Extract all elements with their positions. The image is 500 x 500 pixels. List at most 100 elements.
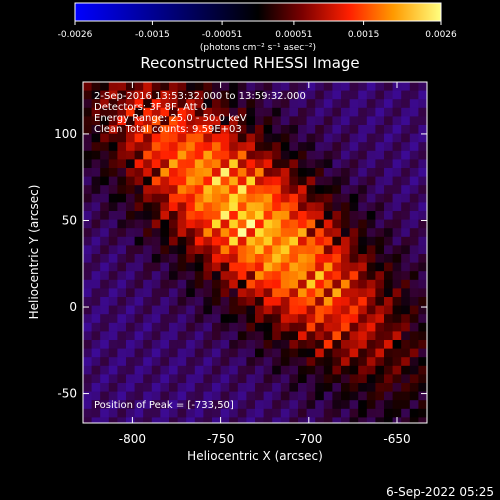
heatmap-cell <box>289 305 299 315</box>
heatmap-cell <box>220 365 230 375</box>
heatmap-cell <box>117 133 127 143</box>
heatmap-cell <box>117 176 127 186</box>
heatmap-cell <box>418 211 427 220</box>
heatmap-cell <box>117 254 127 263</box>
heatmap-cell <box>169 99 178 109</box>
heatmap-cell <box>117 228 127 238</box>
heatmap-cell <box>246 357 256 367</box>
heatmap-cell <box>255 383 264 392</box>
heatmap-cell <box>151 107 161 117</box>
heatmap-cell <box>134 150 144 160</box>
heatmap-cell <box>203 193 213 203</box>
heatmap-cell <box>349 262 359 272</box>
heatmap-cell <box>375 133 385 143</box>
heatmap-cell <box>134 417 144 423</box>
heatmap-cell <box>100 391 110 401</box>
heatmap-cell <box>177 142 187 152</box>
heatmap-cell <box>151 142 161 152</box>
heatmap-cell <box>392 236 402 246</box>
heatmap-cell <box>332 142 342 152</box>
heatmap-cell <box>358 202 368 212</box>
heatmap-cell <box>237 279 247 289</box>
heatmap-cell <box>108 365 118 375</box>
heatmap-cell <box>409 99 419 109</box>
heatmap-cell <box>160 400 170 410</box>
heatmap-cell <box>341 142 350 152</box>
heatmap-cell <box>315 168 325 177</box>
heatmap-cell <box>229 279 239 289</box>
heatmap-cell <box>203 99 213 109</box>
heatmap-cell <box>108 245 118 255</box>
heatmap-cell <box>212 400 221 410</box>
heatmap-cell <box>117 150 127 160</box>
heatmap-cell <box>332 211 342 220</box>
heatmap-cell <box>212 176 221 186</box>
heatmap-cell <box>108 228 118 238</box>
heatmap-cell <box>401 211 411 220</box>
heatmap-cell <box>220 90 230 100</box>
heatmap-cell <box>401 400 411 410</box>
heatmap-cell <box>246 82 256 91</box>
heatmap-cell <box>83 262 92 272</box>
heatmap-cell <box>126 99 135 109</box>
heatmap-cell <box>160 150 170 160</box>
heatmap-cell <box>229 357 239 367</box>
heatmap-cell <box>366 357 376 367</box>
heatmap-cell <box>169 340 178 349</box>
heatmap-cell <box>220 331 230 341</box>
heatmap-cell <box>349 142 359 152</box>
heatmap-cell <box>315 271 325 281</box>
heatmap-cell <box>126 365 135 375</box>
heatmap-cell <box>91 150 101 160</box>
heatmap-cell <box>203 408 213 418</box>
heatmap-cell <box>169 236 178 246</box>
heatmap-cell <box>246 99 256 109</box>
heatmap-cell <box>151 279 161 289</box>
heatmap-cell <box>401 374 411 384</box>
heatmap-cell <box>418 348 427 358</box>
heatmap-cell <box>246 331 256 341</box>
heatmap-cell <box>83 417 92 423</box>
heatmap-cell <box>160 262 170 272</box>
heatmap-cell <box>194 228 204 238</box>
heatmap-cell <box>358 90 368 100</box>
heatmap-cell <box>91 279 101 289</box>
heatmap-cell <box>160 185 170 195</box>
heatmap-cell <box>349 90 359 100</box>
heatmap-cell <box>375 340 385 349</box>
heatmap-cell <box>151 99 161 109</box>
heatmap-cell <box>392 168 402 177</box>
heatmap-cell <box>323 90 333 100</box>
heatmap-cell <box>186 116 196 126</box>
heatmap-cell <box>384 400 393 410</box>
heatmap-cell <box>332 383 342 392</box>
heatmap-cell <box>289 236 299 246</box>
heatmap-cell <box>298 116 307 126</box>
heatmap-cell <box>194 297 204 306</box>
heatmap-cell <box>126 408 135 418</box>
heatmap-cell <box>366 262 376 272</box>
heatmap-cell <box>160 245 170 255</box>
heatmap-cell <box>255 357 264 367</box>
heatmap-cell <box>375 159 385 169</box>
heatmap-cell <box>289 228 299 238</box>
x-axis-label: Heliocentric X (arcsec) <box>187 449 323 463</box>
heatmap-cell <box>298 254 307 263</box>
heatmap-cell <box>272 90 282 100</box>
annotation-time-range: 2-Sep-2016 13:53:32.000 to 13:59:32.000 <box>94 91 306 102</box>
heatmap-cell <box>392 271 402 281</box>
heatmap-cell <box>280 305 290 315</box>
colorbar <box>74 2 442 22</box>
heatmap-cell <box>409 271 419 281</box>
heatmap-cell <box>332 82 342 91</box>
heatmap-cell <box>384 408 393 418</box>
heatmap-cell <box>315 400 325 410</box>
heatmap-cell <box>108 262 118 272</box>
heatmap-cell <box>375 279 385 289</box>
heatmap-cell <box>160 202 170 212</box>
heatmap-cell <box>392 365 402 375</box>
heatmap-cell <box>126 245 135 255</box>
heatmap-cell <box>401 236 411 246</box>
heatmap-cell <box>409 254 419 263</box>
heatmap-cell <box>392 340 402 349</box>
